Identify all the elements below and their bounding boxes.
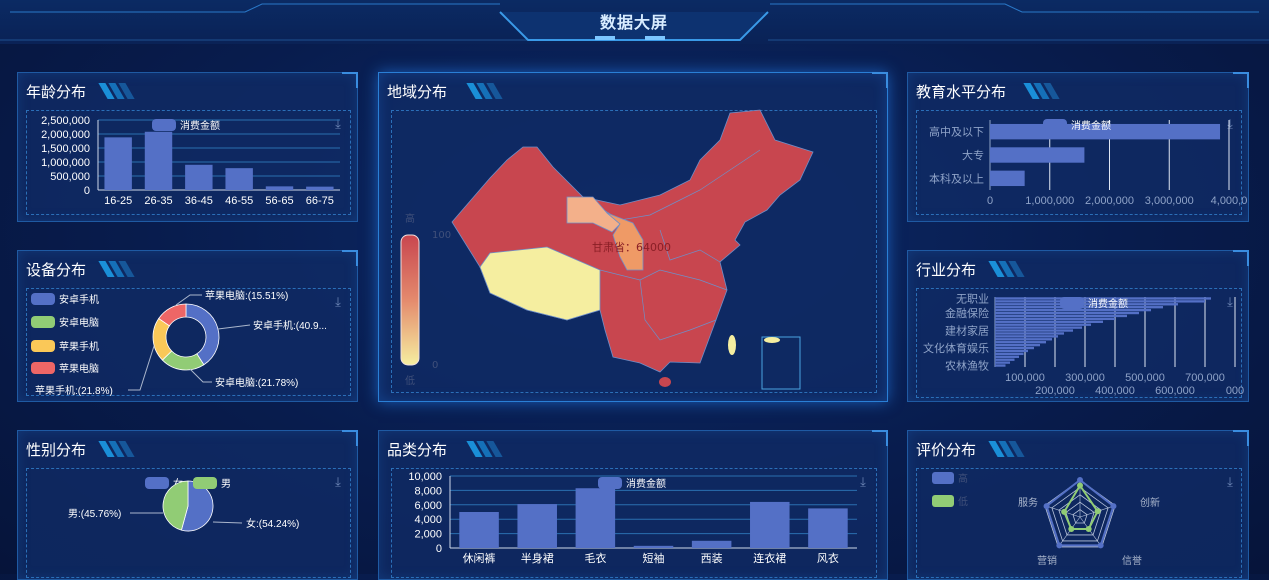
map-region-taiwan[interactable] [728, 335, 736, 355]
header-bar: 数据大屏 [0, 0, 1269, 44]
province-borders [639, 279, 717, 341]
chart-area [26, 110, 351, 215]
download-icon[interactable]: ⤓ [335, 475, 341, 490]
map-region-gansu-west[interactable] [566, 196, 621, 233]
page-title: 数据大屏 [599, 13, 668, 32]
map-area [391, 110, 877, 393]
chart-area [916, 288, 1242, 398]
panel-title: 性别分布 [26, 441, 87, 459]
visual-map-max: 100 [432, 230, 451, 241]
map-region-hainan[interactable] [659, 377, 671, 387]
panel-industry: 行业分布 ⤓ [907, 250, 1249, 402]
download-icon[interactable]: ⤓ [1227, 117, 1233, 132]
visual-map-bar[interactable] [400, 234, 420, 366]
download-icon[interactable]: ⤓ [335, 295, 341, 310]
panel-title: 评价分布 [916, 441, 977, 459]
panel-age: 年龄分布 ⤓ [17, 72, 358, 222]
panel-title: 行业分布 [916, 261, 977, 279]
map-region-tibet[interactable] [479, 246, 601, 321]
south-china-sea-inset [761, 336, 801, 390]
download-icon[interactable]: ⤓ [1227, 475, 1233, 490]
visual-map-high-text: 高 [405, 212, 415, 225]
panel-education: 教育水平分布 ⤓ [907, 72, 1249, 222]
download-icon[interactable]: ⤓ [335, 117, 341, 132]
province-borders [659, 229, 721, 263]
panel-title: 年龄分布 [26, 83, 87, 101]
chart-area [26, 288, 351, 396]
visual-map-min: 0 [432, 360, 438, 371]
header-frame [0, 3, 1269, 41]
panel-title: 品类分布 [387, 441, 448, 459]
panel-title: 教育水平分布 [916, 83, 1007, 101]
province-borders [599, 269, 728, 291]
panel-title: 设备分布 [26, 261, 87, 279]
map-tooltip: 甘肃省：64000 [592, 241, 671, 254]
inset-island [764, 337, 780, 343]
panel-title: 地域分布 [387, 83, 448, 101]
download-icon[interactable]: ⤓ [860, 475, 866, 490]
download-icon[interactable]: ⤓ [1227, 295, 1233, 310]
visual-map-low-text: 低 [405, 374, 415, 387]
map-region-gansu-east[interactable] [606, 212, 644, 271]
chart-area [916, 110, 1242, 215]
